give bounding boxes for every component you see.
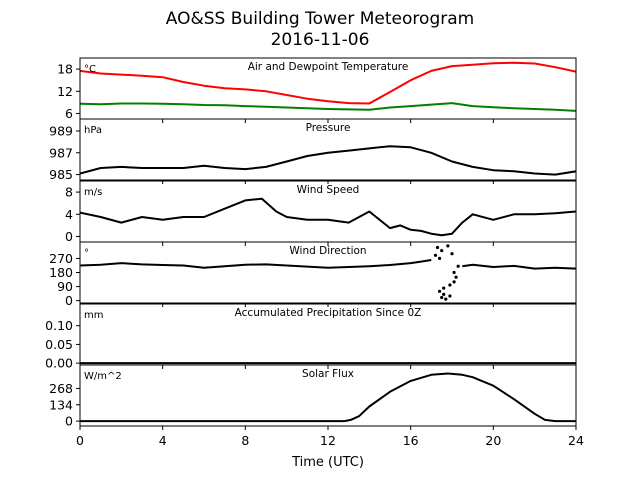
y-tick-label: 0.00 [45, 356, 73, 371]
y-tick-label: 0.10 [45, 318, 73, 333]
series-line-wind-direction-1 [462, 263, 576, 270]
scatter-point [446, 244, 450, 248]
y-tick-label: 8 [65, 185, 73, 200]
chart-subtitle: 2016-11-06 [271, 30, 370, 50]
y-tick-label: 989 [49, 123, 73, 138]
scatter-point [440, 249, 444, 253]
scatter-point [448, 294, 452, 298]
series-line-solar-flux-0 [80, 372, 576, 423]
scatter-point [456, 264, 460, 268]
series-line-wind-speed-0 [80, 197, 576, 237]
series-line-wind-direction-0 [80, 259, 432, 269]
panel-precipitation: 0.00 0.05 0.10 mm Accumulated Precipitation … [45, 303, 577, 371]
scatter-point [444, 297, 448, 301]
panel-wind-speed: 0 4 8 m/s Wind Speed [65, 180, 577, 246]
scatter-point [435, 245, 440, 250]
scatter-point [454, 275, 458, 279]
panel-title: Pressure [306, 122, 351, 134]
panel-title: Air and Dewpoint Temperature [248, 61, 409, 73]
scatter-point [438, 289, 442, 293]
y-tick-label: 180 [49, 265, 73, 280]
y-tick-label: 12 [57, 84, 73, 99]
x-tick-label: 0 [76, 433, 84, 448]
x-tick-label: 16 [403, 433, 419, 448]
chart-title: AO&SS Building Tower Meteorogram [166, 9, 474, 29]
y-tick-label: 4 [65, 207, 73, 222]
y-tick-label: 90 [57, 279, 73, 294]
y-tick-label: 268 [49, 381, 73, 396]
scatter-point [452, 270, 456, 275]
panel-temperature: 6 12 18 °C Air and Dewpoint Temperature [57, 57, 577, 123]
scatter-point [438, 256, 442, 260]
x-tick-label: 4 [159, 433, 167, 448]
x-tick-label: 24 [568, 433, 584, 448]
unit-label: mm [84, 310, 103, 321]
y-tick-label: 134 [49, 397, 73, 412]
series-line-pressure-0 [80, 145, 576, 176]
scatter-point [442, 292, 446, 296]
y-tick-label: 0.05 [45, 337, 73, 352]
y-tick-label: 987 [49, 145, 73, 160]
y-tick-label: 0 [65, 414, 73, 429]
scatter-point [440, 295, 444, 300]
panel-title: Accumulated Precipitation Since 0Z [235, 307, 422, 319]
scatter-point [452, 280, 456, 284]
unit-label: ° [84, 248, 89, 259]
x-axis: 0 4 8 12 16 20 24 [76, 433, 584, 448]
x-axis-label: Time (UTC) [291, 455, 364, 470]
series-line-temperature-1 [80, 102, 576, 112]
scatter-point [450, 252, 454, 256]
y-tick-label: 0 [65, 229, 73, 244]
panel-title: Wind Speed [297, 184, 360, 196]
panel-pressure: 985 987 989 hPa Pressure [49, 118, 577, 184]
panel-title: Wind Direction [289, 245, 366, 257]
x-tick-label: 8 [241, 433, 249, 448]
unit-label: W/m^2 [84, 371, 122, 382]
y-tick-label: 270 [49, 251, 73, 266]
scatter-point [448, 283, 452, 287]
unit-label: °C [84, 64, 96, 75]
scatter-point [433, 253, 438, 257]
y-tick-label: 985 [49, 167, 73, 182]
unit-label: hPa [84, 125, 102, 136]
x-tick-label: 20 [485, 433, 501, 448]
series-line-temperature-0 [80, 61, 576, 105]
y-tick-label: 6 [65, 106, 73, 121]
scatter-point [442, 286, 446, 290]
unit-label: m/s [84, 187, 102, 198]
y-tick-label: 0 [65, 293, 73, 308]
panel-title: Solar Flux [302, 368, 354, 380]
y-tick-label: 18 [57, 62, 73, 77]
x-tick-label: 12 [320, 433, 336, 448]
